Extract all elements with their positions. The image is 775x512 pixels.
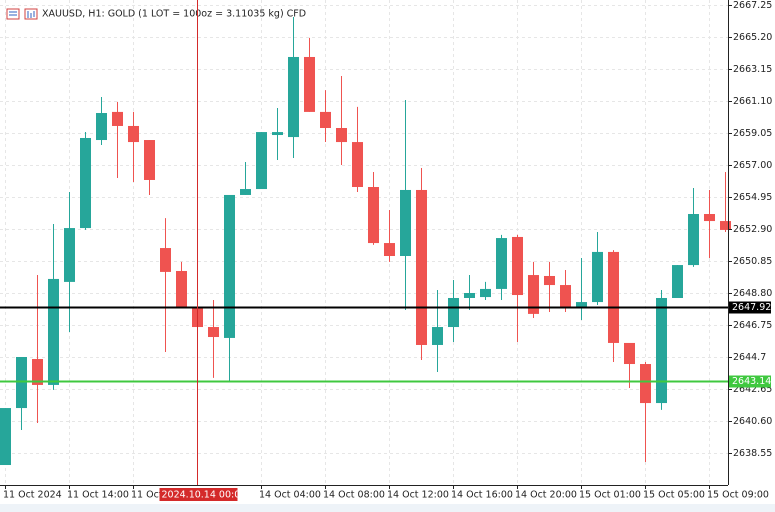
candle-body [224, 194, 235, 338]
level-label: 2643.14 [732, 376, 771, 387]
candle-body [320, 111, 331, 129]
candle-body [608, 251, 619, 343]
candle-body [48, 278, 59, 385]
x-tick-label: 14 Oct 20:00 [515, 490, 577, 501]
candle-body [688, 214, 699, 266]
y-tick-label: 2652.90 [733, 224, 772, 235]
candle-body [16, 356, 27, 409]
candle-body [80, 137, 91, 229]
candle-body [720, 221, 731, 230]
candle-body [656, 297, 667, 404]
candle-body [0, 408, 11, 466]
y-tick-label: 2667.25 [733, 0, 772, 11]
status-strip [0, 504, 775, 512]
plot-area [0, 0, 731, 485]
x-tick-label: 14 Oct 16:00 [451, 490, 513, 501]
candle-body [128, 125, 139, 143]
y-tick-label: 2657.00 [733, 160, 772, 171]
candle-body [384, 243, 395, 257]
candle-body [704, 214, 715, 222]
candle-body [576, 302, 587, 308]
candle-body [592, 251, 603, 303]
level-label-box [729, 301, 771, 314]
candle-body [288, 56, 299, 138]
y-tick-label: 2663.15 [733, 64, 772, 75]
y-tick-label: 2642.65 [733, 384, 772, 395]
candle-body [64, 228, 75, 282]
candle-body [176, 270, 187, 308]
candle-body [256, 132, 267, 190]
level-label-box [729, 375, 771, 388]
x-tick-label: 14 Oct 12:00 [387, 490, 449, 501]
candle-body [304, 56, 315, 112]
x-tick-label: 14 Oct 04:00 [259, 490, 321, 501]
candle-body [544, 275, 555, 286]
candle-body [272, 132, 283, 136]
y-tick-label: 2659.05 [733, 128, 772, 139]
candle-body [464, 292, 475, 298]
candle-body [512, 236, 523, 296]
y-tick-label: 2661.10 [733, 96, 772, 107]
crosshair-label: 2024.10.14 00:00 [162, 490, 247, 501]
candle-body [352, 142, 363, 188]
candle-body [400, 189, 411, 257]
candle-body [32, 359, 43, 385]
x-tick-label: 15 Oct 09:00 [707, 490, 769, 501]
y-tick-label: 2648.80 [733, 288, 772, 299]
candle-body [112, 111, 123, 126]
candle-body [496, 238, 507, 289]
y-tick-label: 2646.75 [733, 320, 772, 331]
y-tick-label: 2650.85 [733, 256, 772, 267]
chart-title: XAUUSD, H1: GOLD (1 LOT = 100oz = 3.1103… [42, 9, 306, 20]
candle-body [336, 128, 347, 143]
x-tick-label: 11 Oct 2024 [3, 490, 62, 501]
candle-body [448, 297, 459, 328]
x-tick-label: 11 Oct 14:00 [67, 490, 129, 501]
candle-body [640, 364, 651, 404]
candle-body [624, 342, 635, 365]
y-tick-label: 2644.7 [733, 352, 766, 363]
candle-body [480, 288, 491, 298]
x-tick-label: 15 Oct 01:00 [579, 490, 641, 501]
y-tick-label: 2654.95 [733, 192, 772, 203]
y-tick-label: 2640.60 [733, 416, 772, 427]
icon [6, 8, 20, 20]
candle-body [368, 187, 379, 244]
x-tick-label: 15 Oct 05:00 [643, 490, 705, 501]
candle-body [528, 275, 539, 314]
y-tick-label: 2638.55 [733, 448, 772, 459]
x-tick-label: 14 Oct 08:00 [323, 490, 385, 501]
y-tick-label: 2665.20 [733, 32, 772, 43]
candle-body [416, 189, 427, 345]
candle-body [240, 189, 251, 195]
candle-body [672, 265, 683, 298]
candle-body [160, 248, 171, 272]
chart-icons [6, 8, 38, 20]
candle-body [432, 327, 443, 345]
candle-body [96, 113, 107, 141]
candle-body [208, 327, 219, 338]
candle-body [560, 285, 571, 308]
candle-body [144, 140, 155, 180]
level-label: 2647.92 [732, 302, 771, 313]
crosshair-label-box [159, 488, 238, 501]
